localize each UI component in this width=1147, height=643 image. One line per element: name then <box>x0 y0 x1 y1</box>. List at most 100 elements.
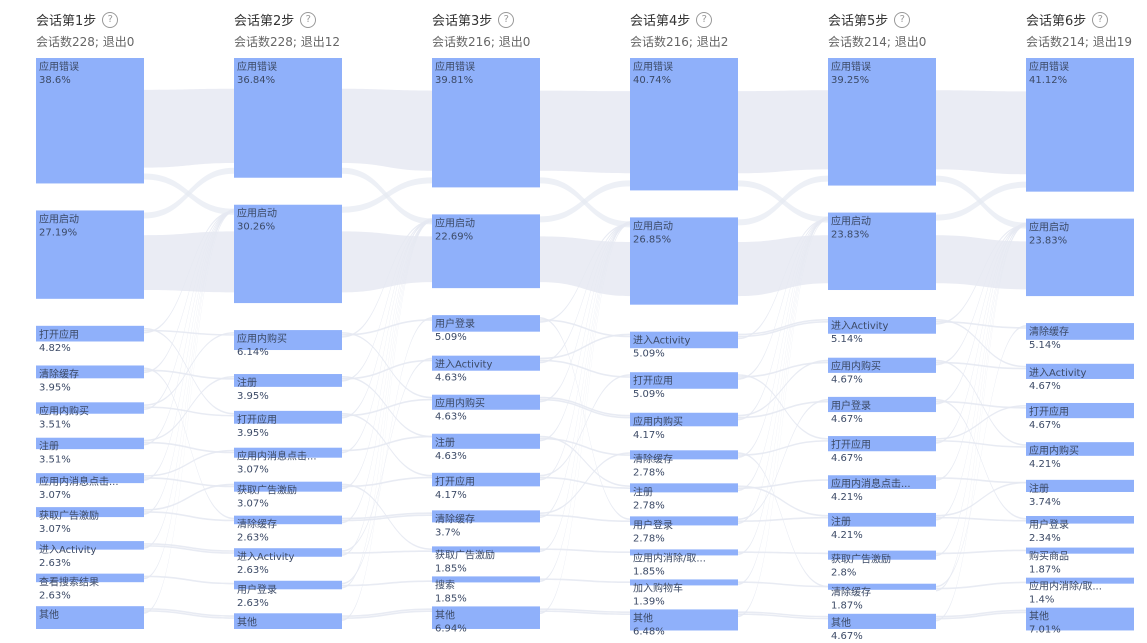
flow-node[interactable]: 应用错误 40.74% <box>630 58 738 191</box>
flow-node[interactable]: 注册 2.78% <box>630 483 738 511</box>
flow-node-bar[interactable] <box>1026 58 1134 192</box>
flow-node-bar[interactable] <box>1026 515 1134 524</box>
flow-node[interactable]: 进入Activity 5.14% <box>828 317 936 345</box>
flow-node[interactable]: 进入Activity 4.63% <box>432 355 540 384</box>
flow-node-bar[interactable] <box>36 473 144 484</box>
flow-node-bar[interactable] <box>36 325 144 342</box>
flow-node-bar[interactable] <box>234 204 342 304</box>
flow-node[interactable]: 应用错误 36.84% <box>234 58 342 178</box>
flow-node-bar[interactable] <box>234 548 342 557</box>
flow-node-bar[interactable] <box>234 58 342 178</box>
help-icon[interactable]: ? <box>894 11 911 28</box>
flow-node-bar[interactable] <box>432 58 540 188</box>
flow-node-bar[interactable] <box>36 365 144 379</box>
flow-node-bar[interactable] <box>234 374 342 387</box>
flow-node[interactable]: 用户登录 2.78% <box>630 516 738 544</box>
flow-node[interactable]: 其他 7.01% <box>1026 607 1134 636</box>
flow-node[interactable]: 应用内消息点击... 3.07% <box>36 473 144 501</box>
flow-node[interactable]: 应用启动 27.19% <box>36 210 144 299</box>
flow-node-bar[interactable] <box>36 402 144 414</box>
flow-node-bar[interactable] <box>630 450 738 460</box>
flow-node-bar[interactable] <box>630 217 738 305</box>
flow-node[interactable]: 获取广告激励 1.85% <box>432 546 540 574</box>
flow-node-bar[interactable] <box>1026 323 1134 340</box>
flow-node-bar[interactable] <box>828 58 936 186</box>
flow-node[interactable]: 注册 4.63% <box>432 433 540 462</box>
flow-node[interactable]: 应用启动 30.26% <box>234 204 342 304</box>
flow-node-bar[interactable] <box>234 515 342 525</box>
flow-node-bar[interactable] <box>432 510 540 523</box>
flow-node[interactable]: 进入Activity 2.63% <box>234 548 342 576</box>
flow-node[interactable]: 注册 3.74% <box>1026 479 1134 508</box>
flow-node[interactable]: 清除缓存 2.78% <box>630 450 738 478</box>
flow-node-bar[interactable] <box>828 396 936 413</box>
flow-node-bar[interactable] <box>1026 547 1134 554</box>
flow-node-bar[interactable] <box>828 436 936 452</box>
flow-node[interactable]: 购买商品 1.87% <box>1026 547 1134 576</box>
flow-node[interactable]: 查看搜索结果 2.63% <box>36 573 144 602</box>
flow-node-bar[interactable] <box>234 410 342 424</box>
flow-node[interactable]: 用户登录 5.09% <box>432 315 540 343</box>
flow-node-bar[interactable] <box>630 331 738 349</box>
flow-node[interactable]: 注册 4.21% <box>828 512 936 541</box>
flow-node[interactable]: 其他 <box>36 606 144 629</box>
flow-node-bar[interactable] <box>36 210 144 299</box>
flow-node-bar[interactable] <box>36 573 144 583</box>
flow-node[interactable]: 打开应用 4.17% <box>432 472 540 501</box>
flow-node-bar[interactable] <box>234 481 342 492</box>
flow-node[interactable]: 应用内消息点击... 3.07% <box>234 447 342 476</box>
flow-node-bar[interactable] <box>36 58 144 184</box>
flow-node-bar[interactable] <box>828 583 936 590</box>
flow-node-bar[interactable] <box>234 447 342 458</box>
flow-node-bar[interactable] <box>432 433 540 449</box>
flow-node[interactable]: 其他 4.67% <box>828 613 936 642</box>
flow-node-bar[interactable] <box>432 576 540 583</box>
flow-node-bar[interactable] <box>36 606 144 629</box>
flow-node[interactable]: 应用内购买 4.21% <box>1026 442 1134 470</box>
flow-node-bar[interactable] <box>828 357 936 373</box>
flow-node[interactable]: 打开应用 3.95% <box>234 410 342 439</box>
flow-node[interactable]: 其他 6.94% <box>432 606 540 634</box>
flow-node-bar[interactable] <box>630 549 738 556</box>
flow-node-bar[interactable] <box>432 214 540 289</box>
flow-node-bar[interactable] <box>630 579 738 586</box>
flow-node[interactable]: 进入Activity 4.67% <box>1026 363 1134 392</box>
flow-node[interactable]: 应用内消除/取... 1.4% <box>1026 577 1134 606</box>
flow-node[interactable]: 应用错误 39.81% <box>432 58 540 188</box>
flow-node-bar[interactable] <box>36 507 144 518</box>
flow-node[interactable]: 打开应用 4.67% <box>828 436 936 464</box>
flow-node-bar[interactable] <box>630 609 738 631</box>
flow-node-bar[interactable] <box>234 613 342 629</box>
flow-node-bar[interactable] <box>828 613 936 629</box>
flow-node[interactable]: 清除缓存 3.95% <box>36 365 144 393</box>
help-icon[interactable]: ? <box>498 11 515 28</box>
flow-node[interactable]: 其他 <box>234 613 342 629</box>
flow-node-bar[interactable] <box>630 516 738 526</box>
flow-node-bar[interactable] <box>828 317 936 334</box>
flow-node[interactable]: 应用错误 41.12% <box>1026 58 1134 192</box>
flow-node-bar[interactable] <box>1026 577 1134 584</box>
flow-node[interactable]: 应用启动 23.83% <box>828 212 936 291</box>
flow-node-bar[interactable] <box>630 372 738 389</box>
flow-node[interactable]: 获取广告激励 2.8% <box>828 550 936 579</box>
flow-node[interactable]: 获取广告激励 3.07% <box>36 507 144 535</box>
flow-node-bar[interactable] <box>1026 442 1134 456</box>
flow-node[interactable]: 应用错误 39.25% <box>828 58 936 186</box>
flow-node[interactable]: 应用内消除/取... 1.85% <box>630 549 738 577</box>
flow-node[interactable]: 进入Activity 2.63% <box>36 541 144 569</box>
flow-node-bar[interactable] <box>234 580 342 590</box>
flow-node-bar[interactable] <box>1026 363 1134 379</box>
help-icon[interactable]: ? <box>300 11 317 28</box>
flow-node[interactable]: 清除缓存 2.63% <box>234 515 342 544</box>
flow-node-bar[interactable] <box>432 394 540 410</box>
flow-node[interactable]: 注册 3.95% <box>234 374 342 402</box>
flow-node-bar[interactable] <box>828 512 936 527</box>
flow-node[interactable]: 用户登录 4.67% <box>828 396 936 425</box>
flow-node[interactable]: 应用内消息点击... 4.21% <box>828 475 936 503</box>
flow-node[interactable]: 获取广告激励 3.07% <box>234 481 342 510</box>
help-icon[interactable]: ? <box>1092 11 1109 28</box>
flow-node-bar[interactable] <box>432 546 540 553</box>
flow-node-bar[interactable] <box>432 606 540 629</box>
flow-node[interactable]: 用户登录 2.63% <box>234 580 342 609</box>
flow-node[interactable]: 清除缓存 1.87% <box>828 583 936 612</box>
